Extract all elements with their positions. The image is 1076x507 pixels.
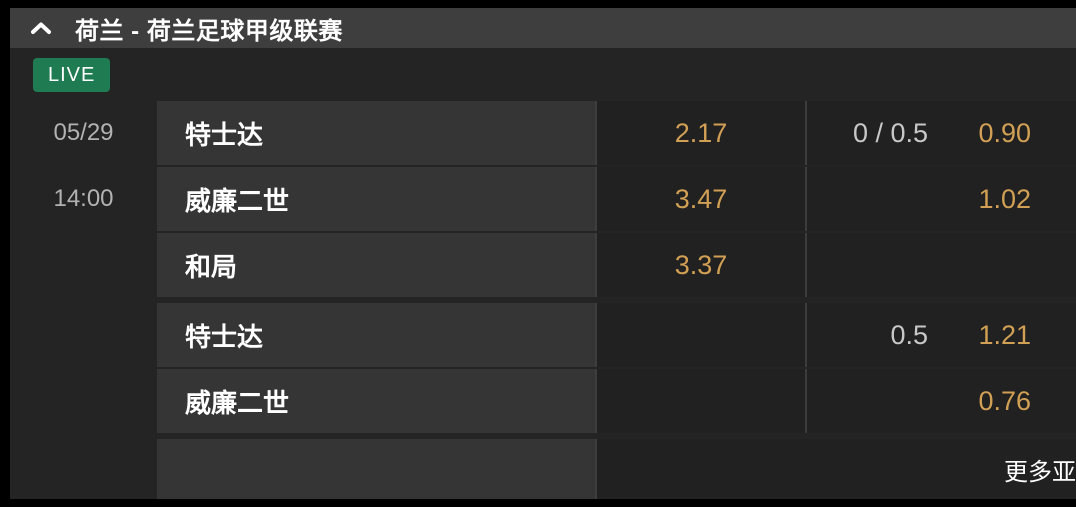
handicap-odds[interactable]: 1.21 (978, 319, 1031, 350)
team-name-cell: 和局 (157, 233, 597, 297)
table-row: 威廉二世 0.76 (157, 369, 1076, 433)
table-row: 威廉二世 3.47 1.02 (157, 167, 1076, 231)
team-name-cell: 特士达 (157, 303, 597, 367)
handicap-line: 0.5 (890, 319, 928, 350)
market-group-1x2: 特士达 2.17 0 / 0.5 0.90 威廉二世 3.47 1.02 (157, 101, 1076, 297)
team-name-cell: 威廉二世 (157, 167, 597, 231)
match-time: 14:00 (53, 185, 114, 212)
handicap-cell[interactable]: 0.5 1.21 (807, 303, 1076, 367)
table-row: 特士达 2.17 0 / 0.5 0.90 (157, 101, 1076, 165)
more-markets-link[interactable]: 更多亚 (597, 439, 1076, 499)
handicap-odds[interactable]: 0.76 (978, 385, 1031, 416)
table-row: 和局 3.37 (157, 233, 1076, 297)
league-title: 荷兰 - 荷兰足球甲级联赛 (75, 17, 343, 45)
footer-row: 更多亚 (157, 439, 1076, 499)
handicap-cell[interactable]: 0.76 (807, 369, 1076, 433)
team-name-cell: 特士达 (157, 101, 597, 165)
league-header[interactable]: 荷兰 - 荷兰足球甲级联赛 (10, 8, 1076, 48)
handicap-cell[interactable]: 1.02 (807, 167, 1076, 231)
odds-table: 05/29 14:00 特士达 2.17 0 / 0.5 0.90 威廉二世 3… (10, 101, 1076, 499)
odds-1x2-cell[interactable] (597, 369, 807, 433)
table-row: 特士达 0.5 1.21 (157, 303, 1076, 367)
match-date: 05/29 (53, 119, 114, 146)
match-datetime-column: 05/29 14:00 (10, 101, 157, 499)
handicap-cell[interactable]: 0 / 0.5 0.90 (807, 101, 1076, 165)
odds-1x2-cell[interactable]: 3.37 (597, 233, 807, 297)
handicap-line: 0 / 0.5 (852, 117, 928, 148)
handicap-odds[interactable]: 0.90 (978, 117, 1031, 148)
chevron-up-icon[interactable] (30, 21, 52, 35)
live-strip: LIVE (10, 48, 1076, 101)
league-panel: 荷兰 - 荷兰足球甲级联赛 LIVE 05/29 14:00 特士达 2.17 … (10, 8, 1076, 499)
team-name-cell: 威廉二世 (157, 369, 597, 433)
odds-1x2-cell[interactable] (597, 303, 807, 367)
handicap-cell[interactable] (807, 233, 1076, 297)
market-group-handicap: 特士达 0.5 1.21 威廉二世 0.76 (157, 303, 1076, 433)
footer-spacer-cell (157, 439, 597, 499)
odds-1x2-cell[interactable]: 2.17 (597, 101, 807, 165)
odds-1x2-cell[interactable]: 3.47 (597, 167, 807, 231)
live-badge: LIVE (33, 57, 111, 92)
handicap-odds[interactable]: 1.02 (978, 183, 1031, 214)
